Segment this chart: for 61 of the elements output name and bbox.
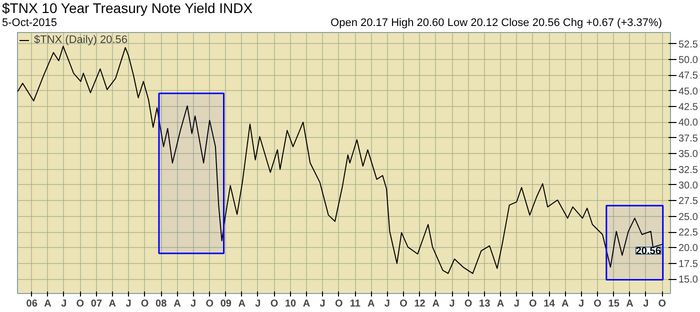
x-tick-label: O	[464, 298, 472, 310]
x-tick-label: J	[514, 298, 520, 310]
x-tick-label: J	[578, 298, 584, 310]
y-tick-label: 47.5	[678, 70, 698, 82]
x-tick-label: A	[44, 298, 52, 310]
x-tick-label: A	[432, 298, 440, 310]
x-tick-label: O	[140, 298, 149, 310]
x-tick-label: 07	[90, 298, 102, 310]
legend-label: $TNX (Daily) 20.56	[34, 34, 128, 46]
x-tick-label: O	[270, 298, 278, 310]
x-tick-label: O	[529, 298, 538, 310]
x-tick-label: A	[496, 298, 504, 310]
text: Open 20.17 High 20.60 Low 20.12 Close 20.56 Chg +0.67 (+3.37%)	[330, 17, 662, 30]
y-tick-label: 30.0	[678, 180, 698, 192]
x-tick-label: A	[108, 298, 116, 310]
chart-title: $TNX 10 Year Treasury Note Yield INDX	[2, 0, 254, 17]
y-tick-label: 15.0	[678, 274, 698, 286]
y-tick-label: 52.5	[678, 39, 698, 50]
x-tick-label: O	[594, 298, 602, 310]
x-tick-label: 10	[284, 298, 297, 310]
y-tick-label: 25.0	[678, 212, 698, 223]
x-tick-label: O	[76, 298, 84, 310]
x-tick-label: A	[562, 298, 569, 310]
y-tick-label: 42.5	[678, 102, 698, 114]
y-tick-label: 40.0	[678, 118, 698, 129]
x-tick-label: J	[190, 298, 196, 310]
x-tick-label: A	[238, 298, 246, 310]
x-tick-label: J	[255, 298, 261, 310]
y-tick-label: 20.0	[678, 243, 698, 254]
x-tick-label: 09	[220, 298, 232, 310]
x-tick-label: A	[302, 298, 310, 310]
y-tick-label: 35.0	[678, 149, 698, 160]
x-tick-label: 11	[350, 298, 361, 310]
x-tick-label: J	[449, 298, 455, 310]
x-tick-label: J	[61, 298, 67, 310]
x-tick-label: A	[367, 298, 375, 310]
x-tick-label: 15	[608, 298, 620, 310]
x-tick-label: 14	[544, 298, 556, 310]
x-tick-label: A	[174, 298, 181, 310]
chart-subtitle: 5-Oct-2015	[2, 17, 58, 30]
y-tick-label: 50.0	[678, 54, 698, 66]
x-tick-label: J	[320, 298, 326, 310]
x-tick-label: O	[400, 298, 408, 310]
y-tick-label: 45.0	[678, 86, 698, 98]
x-tick-label: A	[626, 298, 634, 310]
x-tick-label: J	[643, 298, 649, 310]
x-tick-label: 08	[156, 298, 168, 310]
y-tick-label: 17.5	[678, 258, 698, 270]
x-tick-label: O	[206, 298, 214, 310]
x-tick-label: O	[334, 298, 343, 310]
x-tick-label: O	[658, 298, 666, 310]
line-series	[18, 46, 664, 274]
y-tick-label: 22.5	[678, 228, 698, 239]
x-tick-label: J	[384, 298, 390, 310]
y-tick-label: 27.5	[678, 196, 698, 208]
x-tick-label: 06	[26, 298, 38, 310]
y-tick-label: 32.5	[678, 164, 698, 176]
x-tick-label: 12	[414, 298, 426, 310]
x-tick-label: 13	[479, 298, 491, 310]
y-tick-label: 37.5	[678, 133, 698, 144]
x-tick-label: J	[126, 298, 132, 310]
